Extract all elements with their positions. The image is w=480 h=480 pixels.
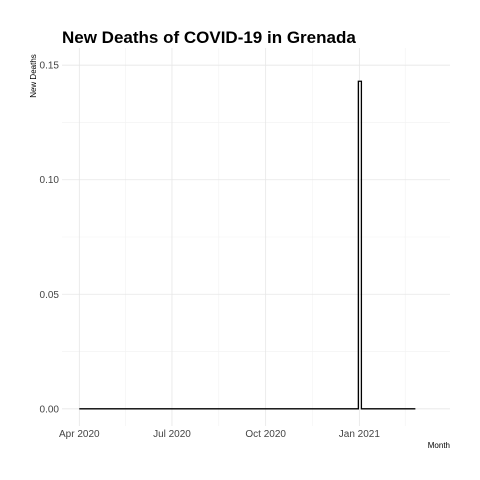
y-ticks: 0.00 0.05 0.10 0.15 [40,61,60,416]
x-tick-label: Apr 2020 [59,429,100,440]
x-axis-label: Month [428,441,450,450]
y-tick-label: 0.15 [40,61,60,72]
y-tick-label: 0.05 [40,290,60,301]
chart-title: New Deaths of COVID-19 in Grenada [62,28,356,47]
y-tick-label: 0.10 [40,175,60,186]
x-tick-label: Oct 2020 [245,429,286,440]
x-tick-label: Jan 2021 [339,429,381,440]
series-line [79,80,416,410]
x-ticks: Apr 2020 Jul 2020 Oct 2020 Jan 2021 [59,429,380,440]
y-tick-label: 0.00 [40,404,60,415]
series-group [79,80,416,410]
y-axis-label: New Deaths [29,54,38,98]
grid [62,48,450,426]
x-tick-label: Jul 2020 [153,429,191,440]
